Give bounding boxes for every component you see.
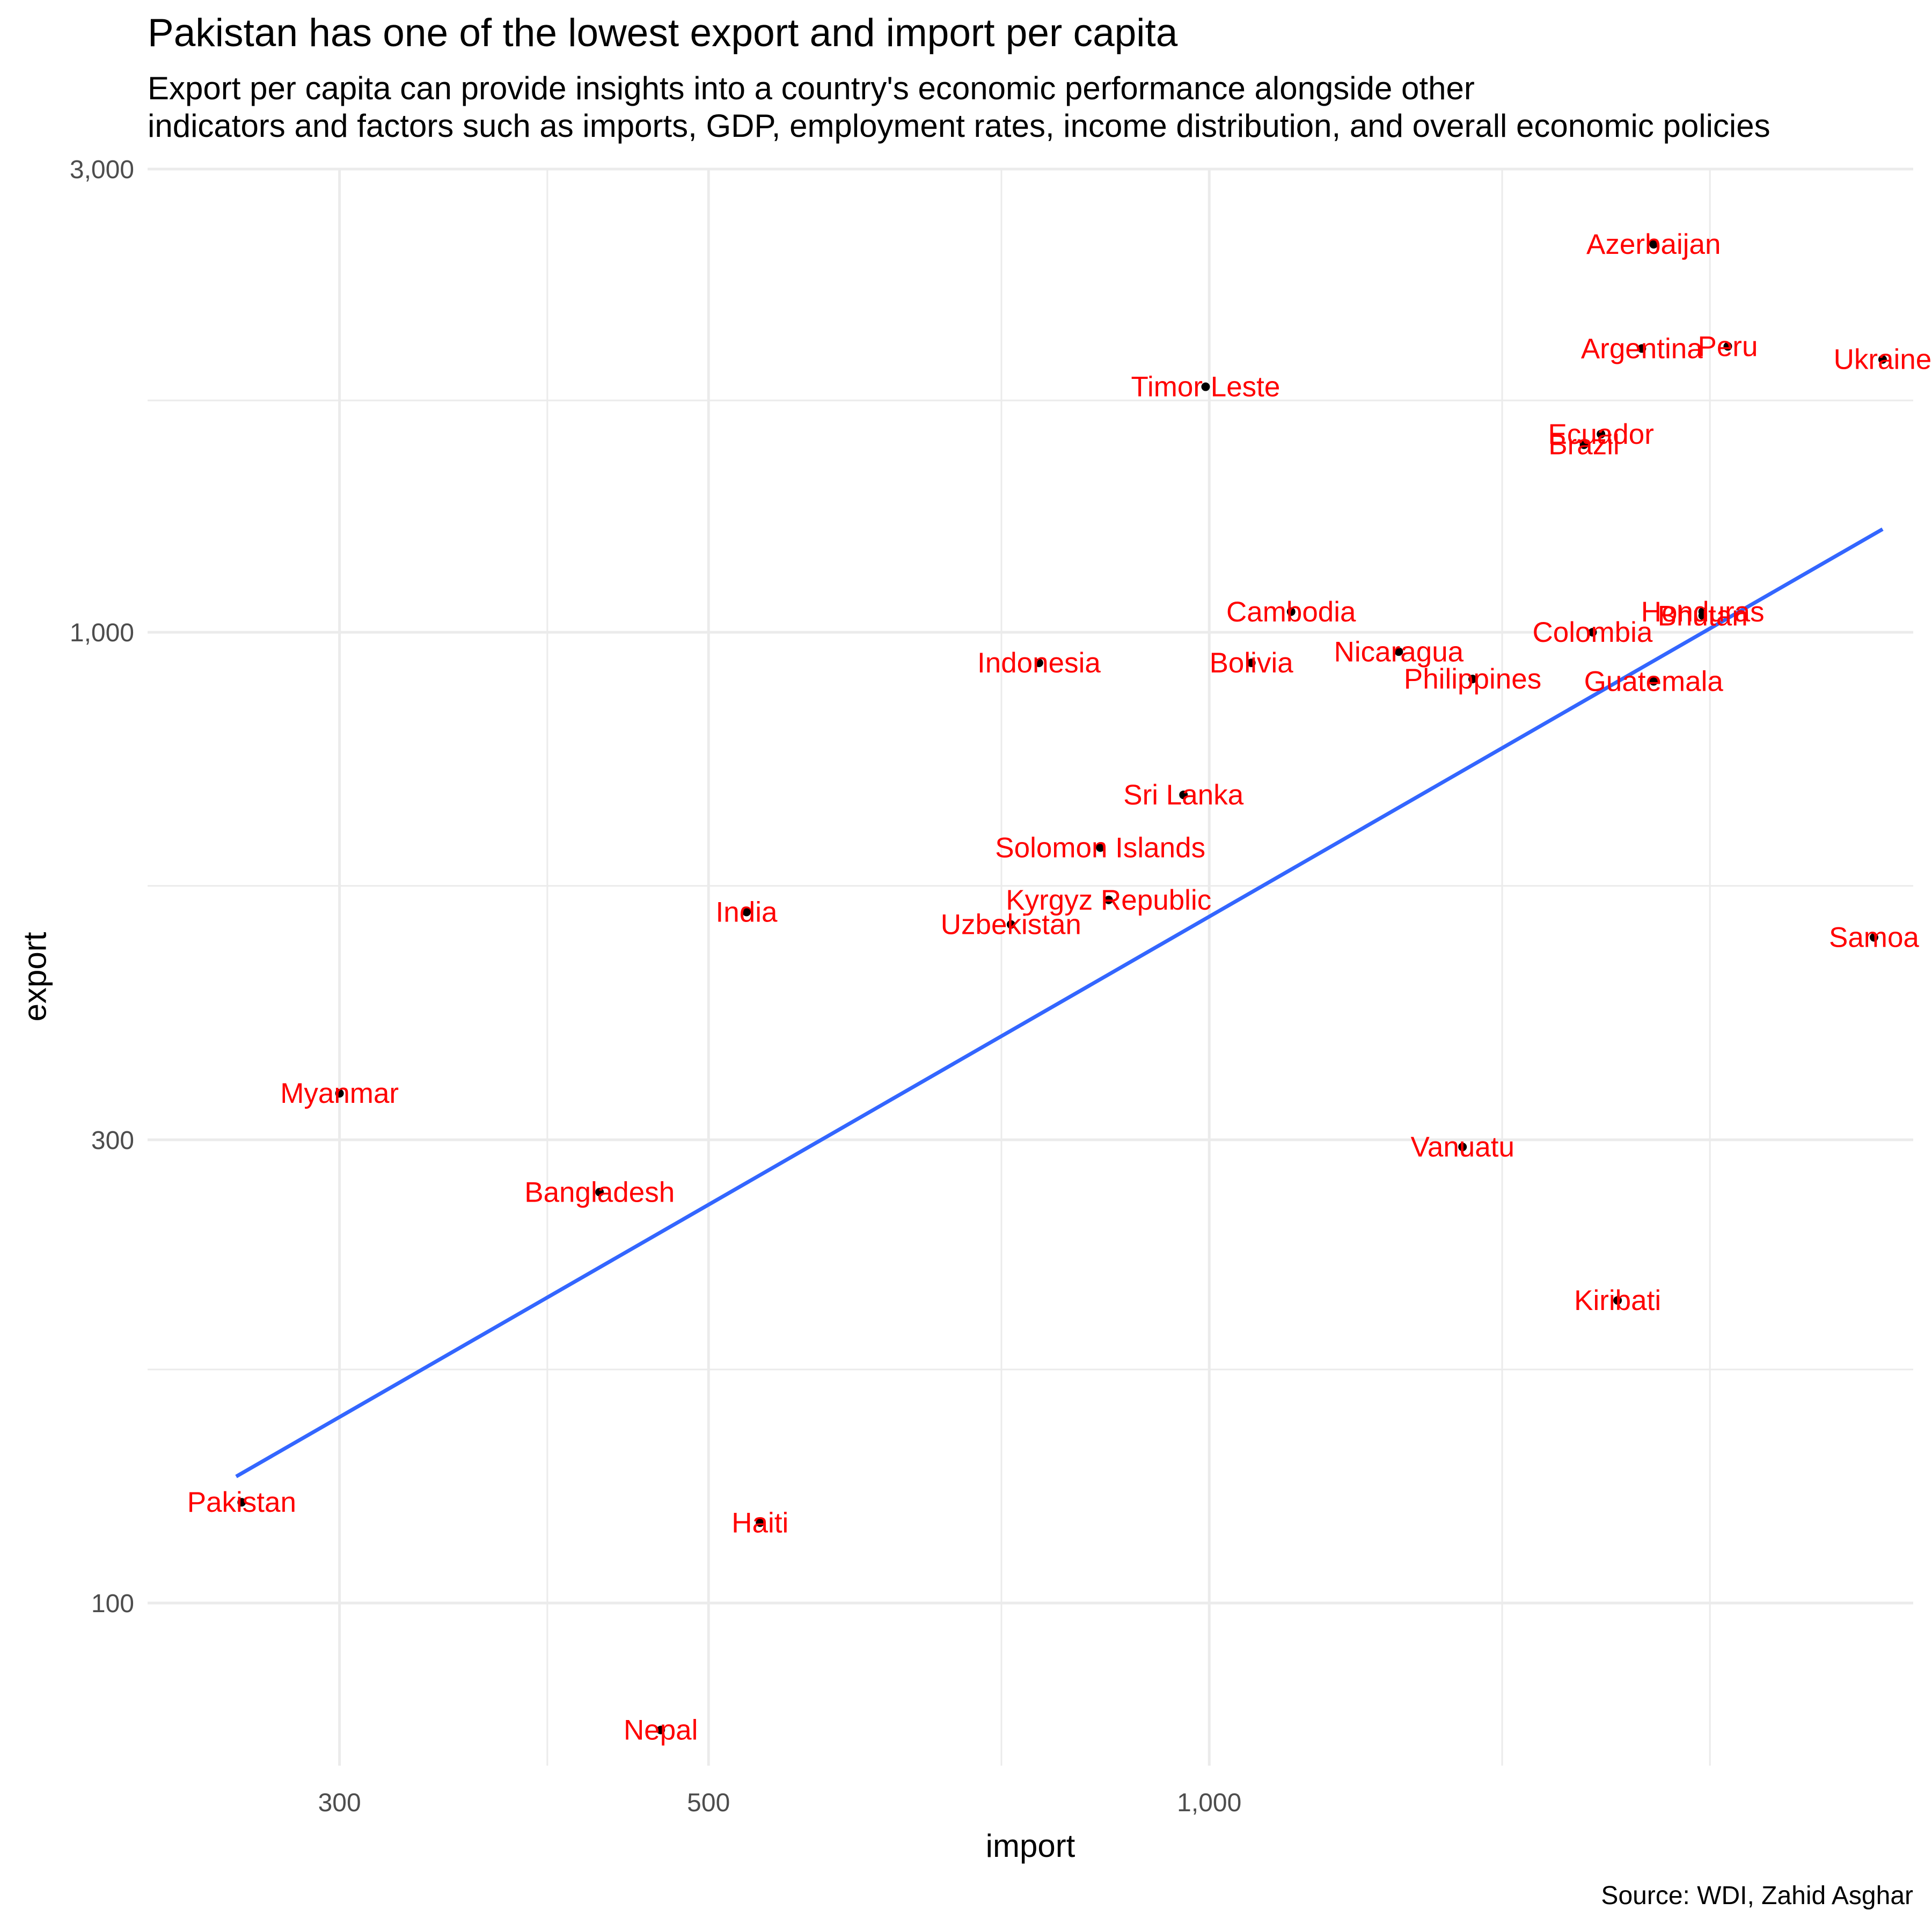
point-label: India <box>716 896 778 928</box>
point-label: Pakistan <box>187 1487 296 1518</box>
point-label: Honduras <box>1641 596 1765 628</box>
data-point <box>1698 611 1707 620</box>
trend-line <box>235 527 1884 1479</box>
point-label: Colombia <box>1533 617 1653 648</box>
data-points <box>237 240 1887 1735</box>
data-point <box>1104 895 1113 904</box>
point-label: Samoa <box>1829 922 1919 954</box>
point-label: Indonesia <box>977 647 1101 679</box>
data-point <box>1637 344 1646 353</box>
data-point <box>1034 658 1043 668</box>
data-point <box>1869 933 1878 942</box>
data-point <box>1579 440 1589 449</box>
point-label: Haiti <box>731 1507 788 1539</box>
point-label: Guatemala <box>1584 666 1724 698</box>
point-label: Bangladesh <box>524 1176 675 1208</box>
point-label: Brazil <box>1548 429 1620 461</box>
x-axis-title: import <box>985 1828 1075 1864</box>
data-point <box>1179 791 1188 800</box>
point-label: Peru <box>1697 331 1758 362</box>
data-point <box>1006 920 1015 929</box>
point-label: Cambodia <box>1226 596 1356 628</box>
point-label: Ukraine <box>1834 344 1932 376</box>
point-label: Kyrgyz Republic <box>1006 884 1211 916</box>
data-point <box>1723 342 1732 351</box>
data-point <box>1458 1143 1467 1152</box>
data-point <box>1394 647 1403 656</box>
y-axis-tick-labels: 100 300 1,000 3,000 <box>70 156 134 1618</box>
data-point <box>1597 429 1606 438</box>
data-point <box>335 1089 344 1098</box>
data-point <box>1878 355 1887 364</box>
point-label: Philippines <box>1404 663 1541 695</box>
x-tick-label: 300 <box>318 1789 361 1817</box>
point-label: Nicaragua <box>1334 636 1464 668</box>
data-point <box>1468 675 1477 684</box>
source-caption: Source: WDI, Zahid Asghar <box>1601 1882 1913 1910</box>
point-label: Solomon Islands <box>995 832 1205 863</box>
major-gridlines <box>148 167 1913 1766</box>
data-point <box>742 908 751 917</box>
y-tick-label: 1,000 <box>70 619 134 647</box>
point-label: Myanmar <box>280 1078 399 1109</box>
point-label: Bolivia <box>1210 647 1294 679</box>
data-point <box>1588 628 1597 637</box>
point-label: Ecuador <box>1548 419 1653 450</box>
point-label: Nepal <box>624 1715 698 1746</box>
point-label: Argentina <box>1581 333 1703 364</box>
chart-subtitle-line-1: Export per capita can provide insights i… <box>148 70 1475 106</box>
x-axis-tick-labels: 300 500 1,000 <box>318 1789 1242 1817</box>
chart-subtitle-line-2: indicators and factors such as imports, … <box>148 108 1770 144</box>
point-label: Sri Lanka <box>1123 779 1243 811</box>
data-point <box>756 1518 765 1527</box>
point-label: Uzbekistan <box>941 909 1081 941</box>
data-point <box>1286 607 1296 616</box>
data-point <box>1201 382 1210 391</box>
data-point <box>595 1188 604 1197</box>
point-label: Vanuatu <box>1410 1131 1514 1163</box>
y-tick-label: 300 <box>91 1126 134 1155</box>
data-point <box>1649 240 1658 249</box>
y-axis-title: export <box>17 932 53 1022</box>
point-label: Azerbaijan <box>1586 229 1721 260</box>
data-point <box>656 1725 665 1735</box>
point-label: Kiribati <box>1574 1285 1661 1316</box>
x-tick-label: 1,000 <box>1177 1789 1241 1817</box>
point-label: Timor Leste <box>1131 371 1280 403</box>
trend-line-group <box>235 527 1884 1479</box>
data-point <box>1096 843 1105 852</box>
minor-gridlines <box>148 169 1913 1766</box>
data-point <box>1613 1296 1622 1305</box>
chart-title: Pakistan has one of the lowest export an… <box>148 11 1178 55</box>
point-label: Bhutan <box>1658 600 1748 632</box>
y-tick-label: 3,000 <box>70 156 134 184</box>
data-point <box>1649 677 1658 686</box>
x-tick-label: 500 <box>687 1789 730 1817</box>
y-tick-label: 100 <box>91 1590 134 1618</box>
data-point <box>1247 658 1256 668</box>
data-point <box>237 1498 246 1507</box>
